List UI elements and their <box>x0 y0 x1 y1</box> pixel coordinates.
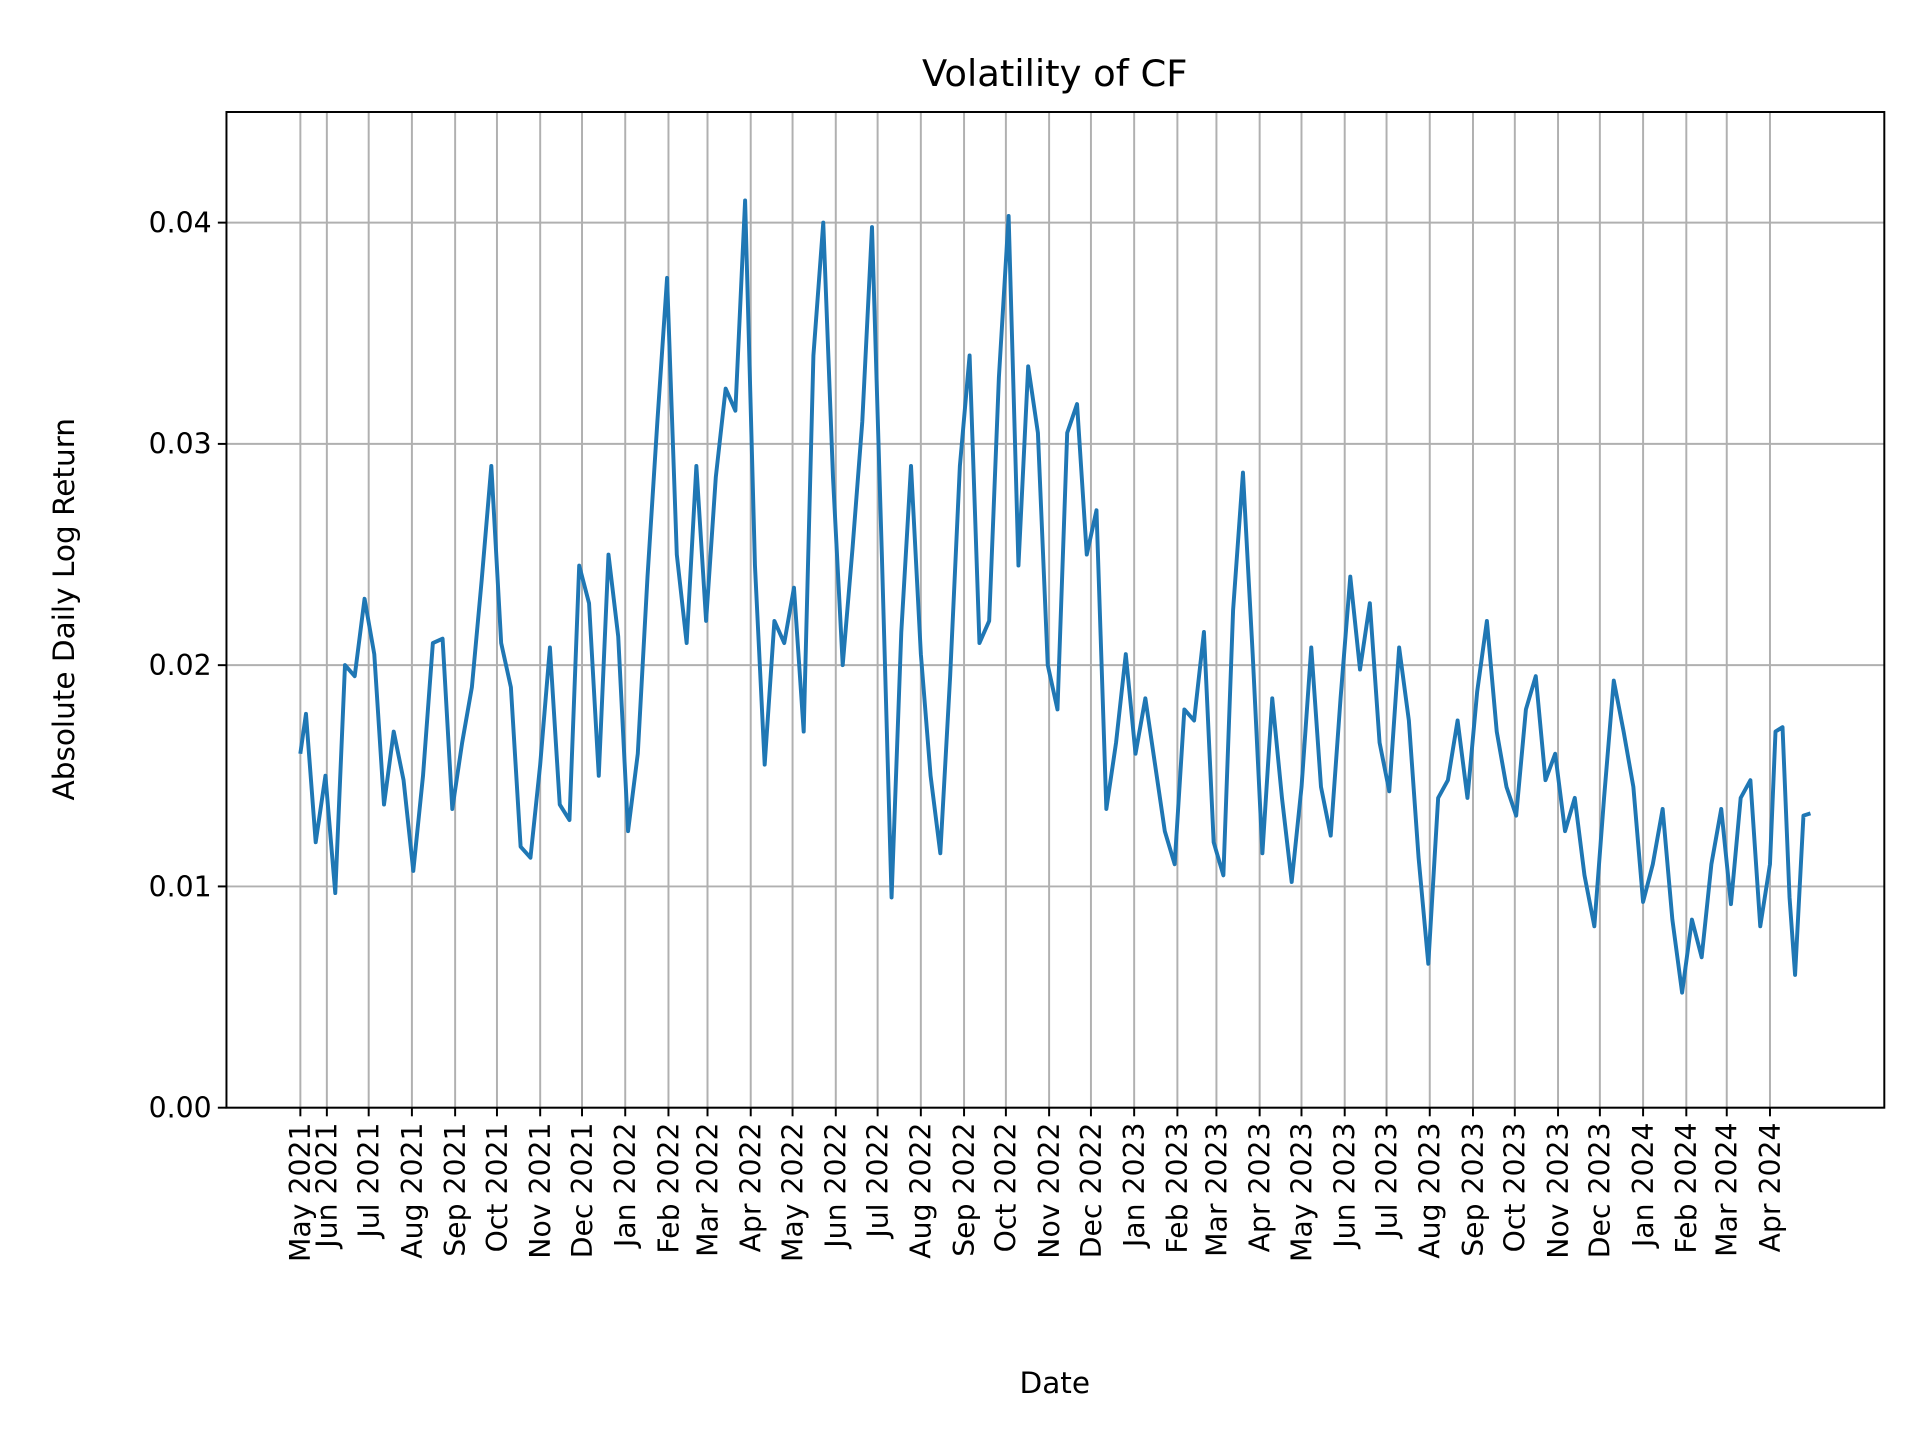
x-tick-label: Dec 2022 <box>1075 1122 1108 1258</box>
x-tick-label: Feb 2023 <box>1161 1122 1194 1253</box>
x-tick-label: Dec 2021 <box>566 1122 599 1258</box>
y-tick-label: 0.00 <box>149 1092 212 1125</box>
x-tick-label: Mar 2022 <box>691 1122 724 1256</box>
plot-frame <box>225 111 1886 1109</box>
x-tick-label: Jan 2024 <box>1627 1122 1660 1249</box>
chart-title: Volatility of CF <box>922 52 1187 95</box>
x-tick-label: Jun 2022 <box>820 1122 853 1249</box>
y-axis-label: Absolute Daily Log Return <box>47 418 81 801</box>
x-tick-label: May 2022 <box>776 1122 809 1262</box>
x-tick-label: May 2023 <box>1285 1122 1318 1262</box>
x-tick-label: Sep 2022 <box>948 1122 981 1256</box>
x-tick-label: Jun 2021 <box>311 1122 344 1249</box>
x-tick-label: Nov 2023 <box>1542 1122 1575 1258</box>
x-tick-label: Apr 2023 <box>1243 1122 1276 1252</box>
x-tick-label: Jul 2021 <box>353 1122 386 1239</box>
x-tick-label: Aug 2022 <box>905 1122 938 1258</box>
x-tick-label: Jul 2023 <box>1370 1122 1403 1239</box>
x-tick-label: Apr 2024 <box>1754 1122 1787 1252</box>
x-tick-label: Feb 2022 <box>652 1122 685 1253</box>
x-tick-label: Dec 2023 <box>1584 1122 1617 1258</box>
x-tick-label: Nov 2021 <box>524 1122 557 1258</box>
series-line <box>298 198 1812 995</box>
x-tick-label: Nov 2022 <box>1033 1122 1066 1258</box>
y-ticks: 0.00 0.01 0.02 0.03 0.04 <box>149 206 227 1125</box>
y-tick-label: 0.03 <box>149 428 212 461</box>
y-tick-label: 0.04 <box>149 206 212 239</box>
x-tick-label: Oct 2023 <box>1499 1122 1532 1252</box>
x-tick-label: May 2021 <box>284 1122 317 1262</box>
y-tick-label: 0.02 <box>149 649 212 682</box>
x-tick-label: Feb 2024 <box>1670 1122 1703 1253</box>
x-tick-label: Oct 2022 <box>990 1122 1023 1252</box>
y-tick-label: 0.01 <box>149 870 212 903</box>
x-tick-label: Aug 2023 <box>1414 1122 1447 1258</box>
x-tick-label: Jul 2022 <box>861 1122 894 1239</box>
x-tick-label: Sep 2021 <box>439 1122 472 1256</box>
x-tick-label: Jan 2022 <box>609 1122 642 1249</box>
x-tick-label: Jun 2023 <box>1329 1122 1362 1249</box>
x-tick-label: Sep 2023 <box>1457 1122 1490 1256</box>
grid <box>226 112 1885 1109</box>
x-tick-label: Mar 2023 <box>1200 1122 1233 1256</box>
x-tick-label: Oct 2021 <box>481 1122 514 1252</box>
line-layer <box>298 198 1812 995</box>
x-axis-label: Date <box>1019 1366 1090 1400</box>
x-tick-label: Apr 2022 <box>735 1122 768 1252</box>
x-tick-label: Jan 2023 <box>1118 1122 1151 1249</box>
x-tick-label: Mar 2024 <box>1711 1122 1744 1256</box>
x-tick-label: Aug 2021 <box>396 1122 429 1258</box>
